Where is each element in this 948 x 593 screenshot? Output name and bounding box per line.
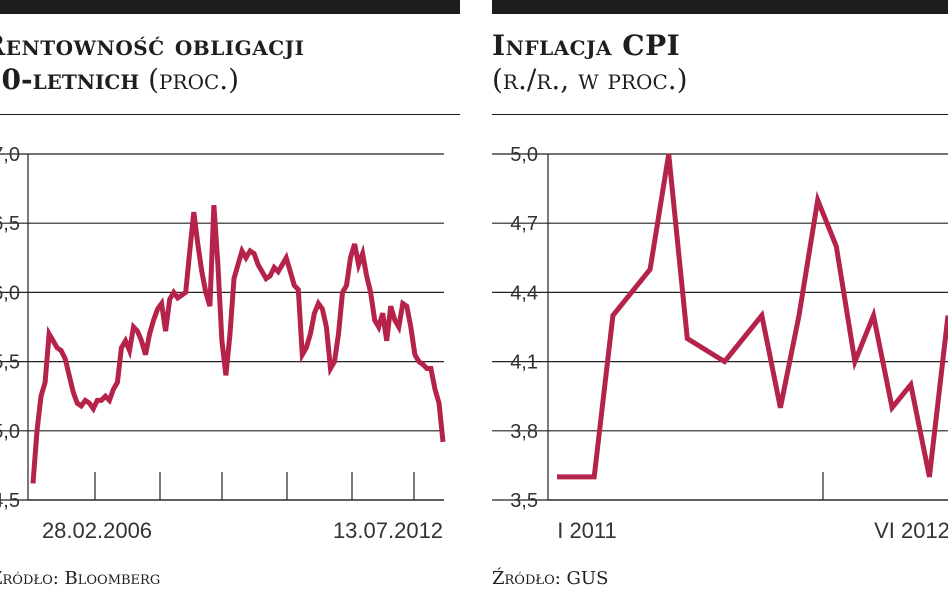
left-chart-subtitle-rest: (proc.) (139, 63, 240, 96)
right-chart-subtitle: (r./r., w proc.) (492, 63, 688, 96)
cpi-ytick-label-2: 4,1 (510, 352, 538, 374)
cpi-ytick-label-0: 3,5 (510, 490, 538, 512)
right-chart-source: Źródło: GUS (492, 568, 609, 589)
left-chart-title: Rentowność obligacji (0, 29, 305, 62)
left-chart-subtitle-bold: 10-letnich (0, 63, 140, 96)
cpi-ytick-label-3: 4,4 (510, 282, 538, 304)
right-title-rule (492, 114, 948, 115)
right-chart-title: Inflacja CPI (492, 29, 681, 62)
left-chart-source: Źródło: Bloomberg (0, 568, 161, 589)
left-title-rule (0, 114, 460, 115)
cpi-xtick-label-0: I 2011 (557, 518, 617, 543)
bond-ytick-label-4: 6,5 (0, 213, 20, 235)
left-header-bar (0, 0, 460, 14)
bond-ytick-label-1: 5,0 (0, 421, 20, 443)
bond-ytick-label-2: 5,5 (0, 352, 20, 374)
bond-yield-chart: 4,5 5,0 5,5 6,0 6,5 7,0 28.02.2006 13.07.2012 (0, 144, 446, 543)
right-header-bar (492, 0, 948, 14)
left-chart-subtitle: 10-letnich (proc.) (0, 64, 239, 96)
bond-ytick-label-0: 4,5 (0, 490, 20, 512)
cpi-ytick-label-5: 5,0 (510, 144, 538, 166)
cpi-ytick-label-4: 4,7 (510, 213, 538, 235)
bond-ytick-label-3: 6,0 (0, 282, 20, 304)
bond-xtick-label-0: 28.02.2006 (42, 518, 152, 543)
bond-series-line-0 (30, 205, 446, 484)
cpi-inflation-chart: 3,5 3,8 4,1 4,4 4,7 5,0 I 2011 VI 2012 (492, 144, 948, 543)
bond-xtick-label-1: 13.07.2012 (333, 518, 443, 543)
cpi-ytick-label-1: 3,8 (510, 421, 538, 443)
bond-ytick-label-5: 7,0 (0, 144, 20, 166)
cpi-series-line-0 (557, 153, 948, 480)
cpi-xtick-label-1: VI 2012 (874, 518, 948, 543)
